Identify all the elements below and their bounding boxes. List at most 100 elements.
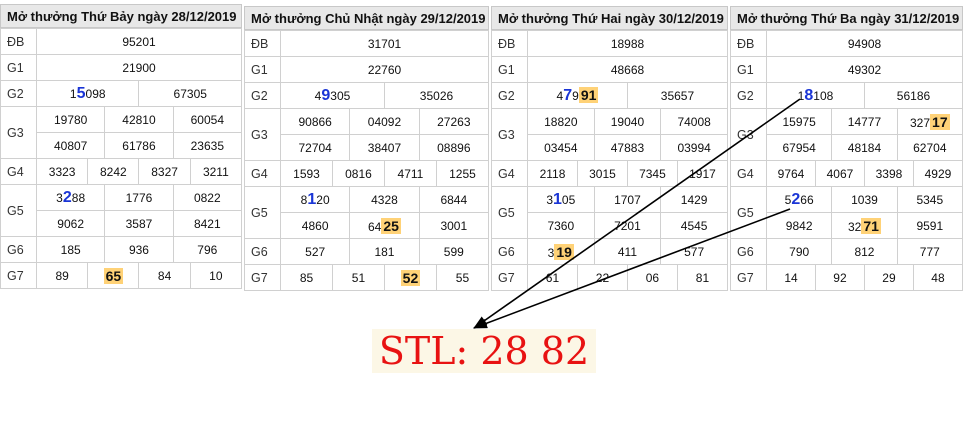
prize-number: 4545 bbox=[660, 212, 728, 239]
prize-label: G4 bbox=[0, 158, 37, 185]
number-segment: 327 bbox=[910, 115, 931, 130]
number-segment: 777 bbox=[919, 244, 940, 259]
results-table: ĐB 18988 G1 48668 G2 479 91 35657 G3 18820 19040 74… bbox=[491, 30, 729, 291]
prize-number: 92 bbox=[814, 264, 865, 291]
prize-label: G2 bbox=[730, 82, 767, 109]
number-segment: 0816 bbox=[345, 166, 372, 181]
prize-number: 777 bbox=[896, 238, 963, 265]
number-segment: 3 bbox=[56, 190, 63, 205]
prize-row: G7 14 92 29 48 bbox=[730, 264, 963, 291]
highlighted-pair: 17 bbox=[930, 113, 950, 130]
prize-number: 15098 bbox=[35, 80, 140, 107]
number-segment: 9591 bbox=[916, 218, 944, 233]
prize-number: 06 bbox=[626, 264, 678, 291]
results-table: ĐB 94908 G1 49302 G2 18108 56186 G3 15975 14777 32… bbox=[730, 30, 963, 291]
panel-title: Mở thưởng Thứ Ba ngày 31/12/2019 bbox=[730, 6, 963, 30]
prize-number: 7360 bbox=[527, 212, 595, 239]
prize-number: 1776 bbox=[104, 184, 174, 211]
prize-label: G5 bbox=[730, 186, 767, 239]
prize-row: 4860 64 25 3001 bbox=[245, 212, 490, 239]
highlighted-pair: 71 bbox=[861, 217, 881, 234]
prize-number: 31701 bbox=[280, 30, 489, 57]
prize-row: G1 48668 bbox=[491, 56, 728, 83]
prize-label: G4 bbox=[491, 160, 528, 187]
prize-number: 10 bbox=[189, 262, 243, 289]
prize-row: G6 185 936 796 bbox=[0, 236, 243, 263]
marked-digit: 1 bbox=[553, 190, 562, 208]
number-segment: 7201 bbox=[614, 218, 641, 233]
number-segment: 4545 bbox=[680, 218, 708, 233]
arrow-from-g5-tuesday bbox=[473, 208, 791, 329]
number-segment: 8 bbox=[300, 192, 308, 207]
number-segment: 4328 bbox=[371, 192, 398, 207]
prize-row: G3 18820 19040 74008 bbox=[491, 108, 728, 161]
prize-number: 3001 bbox=[418, 212, 490, 239]
marked-digit: 8 bbox=[804, 86, 814, 104]
prize-number: 62704 bbox=[896, 134, 963, 161]
prize-row: G4 2118 3015 7345 1917 bbox=[491, 160, 729, 187]
prize-label: G6 bbox=[0, 236, 37, 263]
prize-number: 21900 bbox=[36, 54, 242, 81]
number-segment: 61 bbox=[545, 270, 560, 285]
prize-number: 19780 bbox=[35, 106, 106, 133]
number-segment: 94908 bbox=[847, 36, 882, 51]
number-segment: 19040 bbox=[610, 114, 645, 129]
number-segment: 411 bbox=[617, 244, 637, 259]
prize-row: G5 3105 1707 1429 bbox=[491, 186, 728, 239]
prize-number: 3015 bbox=[576, 160, 628, 187]
number-segment: 23635 bbox=[190, 138, 224, 153]
prize-row: 9842 32 71 9591 bbox=[731, 212, 963, 239]
number-segment: 88 bbox=[71, 190, 86, 205]
number-segment: 8327 bbox=[151, 164, 178, 179]
number-segment: 796 bbox=[197, 242, 218, 257]
result-panel-sunday: Mở thưởng Chủ Nhật ngày 29/12/2019 ĐB 3170… bbox=[244, 6, 490, 291]
number-segment: 04092 bbox=[367, 114, 402, 129]
number-segment: 527 bbox=[305, 244, 326, 259]
prize-number: 40807 bbox=[35, 132, 106, 159]
number-segment: 599 bbox=[443, 244, 464, 259]
prize-label: G7 bbox=[244, 264, 281, 291]
prize-number: 52 bbox=[383, 264, 437, 291]
prize-label: ĐB bbox=[244, 30, 281, 57]
prize-number: 2118 bbox=[527, 160, 578, 187]
number-segment: 90866 bbox=[298, 114, 332, 129]
number-segment: 21900 bbox=[122, 60, 156, 75]
number-segment: 61786 bbox=[122, 138, 156, 153]
prize-number: 51 bbox=[331, 264, 385, 291]
prize-row: G5 3288 1776 0822 bbox=[0, 184, 243, 237]
number-segment: 2118 bbox=[539, 166, 566, 181]
prize-label: ĐB bbox=[730, 30, 767, 57]
number-segment: 4929 bbox=[924, 166, 952, 181]
prize-number: 29 bbox=[863, 264, 914, 291]
prize-number: 48668 bbox=[527, 56, 728, 83]
prize-number: 48184 bbox=[831, 134, 898, 161]
prize-row: G4 1593 0816 4711 1255 bbox=[244, 160, 490, 187]
prize-label: G6 bbox=[244, 238, 281, 265]
number-segment: 18820 bbox=[544, 114, 578, 129]
number-segment: 1 bbox=[69, 86, 77, 101]
prize-row: G3 15975 14777 327 17 bbox=[730, 108, 963, 161]
prize-number: 3587 bbox=[104, 210, 174, 237]
number-segment: 47883 bbox=[610, 140, 645, 155]
prize-number: 60054 bbox=[172, 106, 243, 133]
prize-number: 14 bbox=[766, 264, 816, 291]
prize-number: 9591 bbox=[896, 212, 963, 239]
results-table: ĐB 31701 G1 22760 G2 49305 35026 G3 90866 04092 27… bbox=[244, 30, 490, 291]
number-segment: 9 bbox=[572, 88, 579, 103]
prize-number: 95201 bbox=[36, 28, 242, 55]
number-segment: 62704 bbox=[913, 140, 947, 155]
number-segment: 38407 bbox=[367, 140, 402, 155]
prize-label: G1 bbox=[491, 56, 528, 83]
number-segment: 15975 bbox=[782, 114, 816, 129]
number-segment: 55 bbox=[455, 270, 470, 285]
prize-label: G1 bbox=[730, 56, 767, 83]
number-segment: 4860 bbox=[301, 218, 329, 233]
results-table: ĐB 95201 G1 21900 G2 15098 67305 G3 19780 42810 60… bbox=[0, 28, 243, 289]
prize-row: G3 19780 42810 60054 bbox=[0, 106, 243, 159]
number-segment: 31701 bbox=[367, 36, 402, 51]
prize-number: 27263 bbox=[418, 108, 490, 135]
prize-number: 18108 bbox=[766, 82, 865, 109]
number-segment: 19780 bbox=[53, 112, 88, 127]
number-segment: 48668 bbox=[610, 62, 645, 77]
